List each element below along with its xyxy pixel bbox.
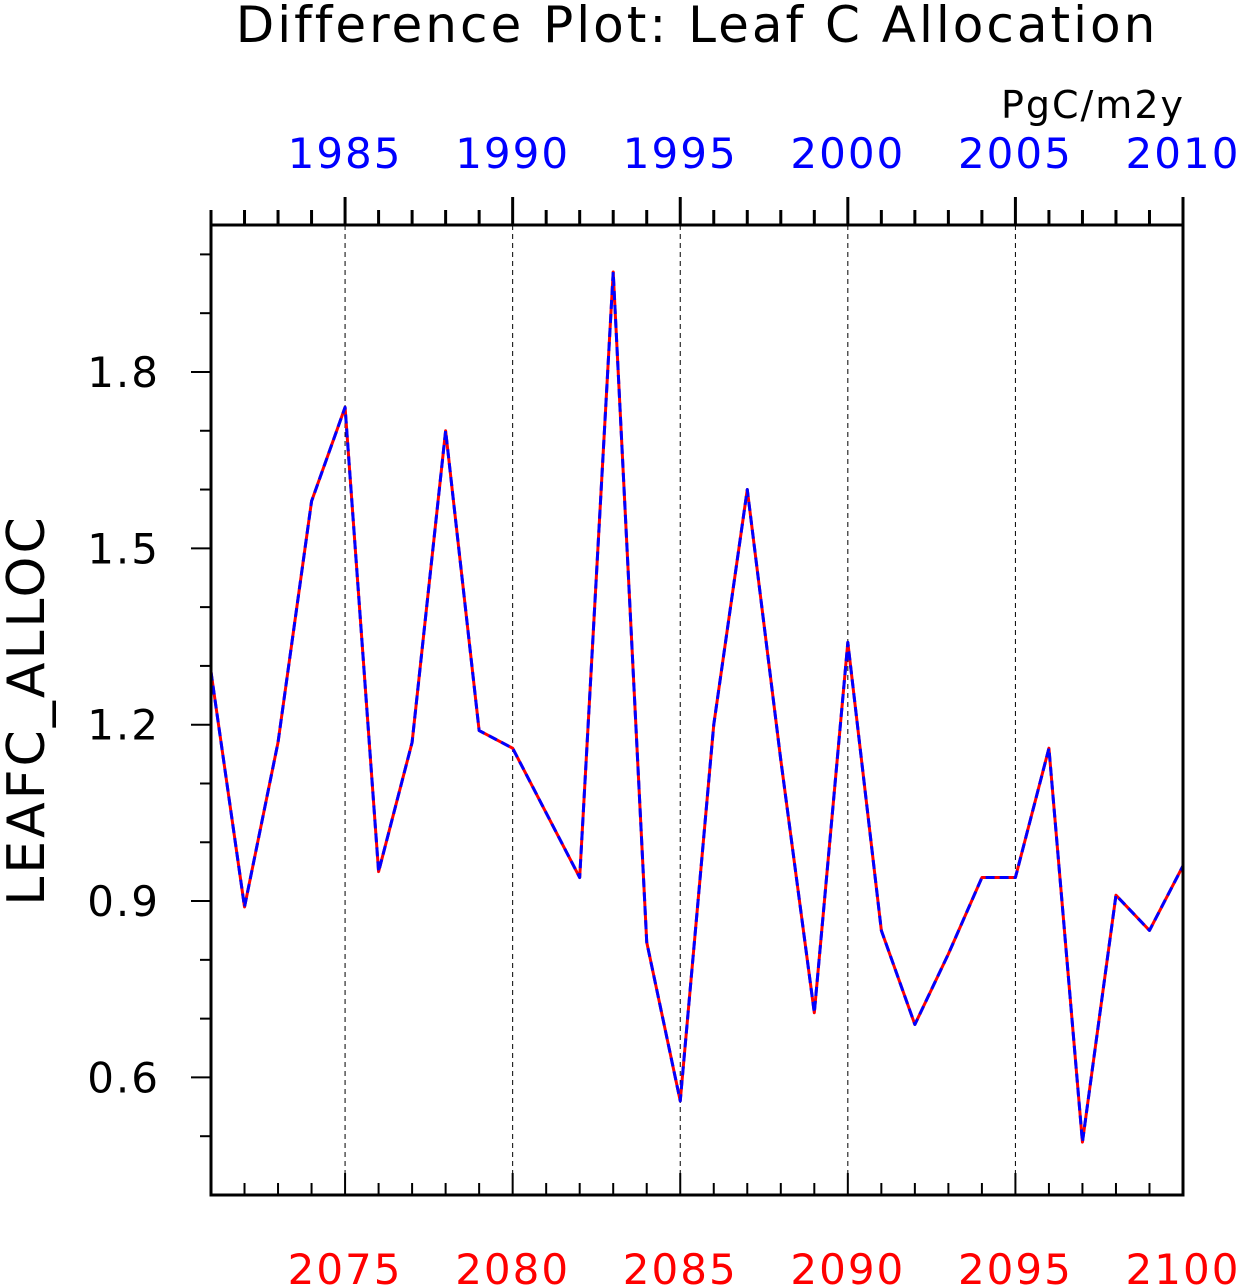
plot-frame: [209, 223, 1185, 1197]
x-bottom-tick-label: 2100: [1126, 1245, 1241, 1286]
x-top-tick-label: 1995: [623, 129, 738, 178]
x-top-tick-label: 2000: [790, 129, 905, 178]
x-top-tick-label: 1985: [288, 129, 403, 178]
x-bottom-tick-label: 2075: [288, 1245, 403, 1286]
y-tick-label: 0.6: [87, 1053, 160, 1102]
x-top-tick-label: 2010: [1126, 129, 1241, 178]
x-bottom-tick-label: 2090: [790, 1245, 905, 1286]
data-series: [209, 270, 1185, 1144]
chart-title: Difference Plot: Leaf C Allocation: [236, 0, 1159, 54]
x-top-tick-label: 2005: [958, 129, 1073, 178]
series-line-red: [209, 270, 1185, 1144]
units-label: PgC/m2y: [1001, 83, 1185, 127]
tick-labels: 2075 2080 2085 2090 2095 2100 1985 1990 1995 2000…: [87, 129, 1241, 1286]
x-bottom-tick-label: 2085: [623, 1245, 738, 1286]
y-tick-label: 0.9: [87, 877, 160, 926]
x-top-tick-label: 1990: [455, 129, 570, 178]
x-bottom-tick-label: 2095: [958, 1245, 1073, 1286]
x-bottom-tick-label: 2080: [455, 1245, 570, 1286]
y-tick-label: 1.8: [87, 348, 160, 397]
grid-lines: [344, 225, 1016, 1195]
y-tick-label: 1.2: [87, 701, 160, 750]
axis-ticks: [191, 197, 1185, 1195]
y-tick-label: 1.5: [87, 524, 160, 573]
y-axis-label: LEAFC_ALLOC: [0, 514, 57, 906]
series-line-blue-dashed: [209, 270, 1185, 1144]
